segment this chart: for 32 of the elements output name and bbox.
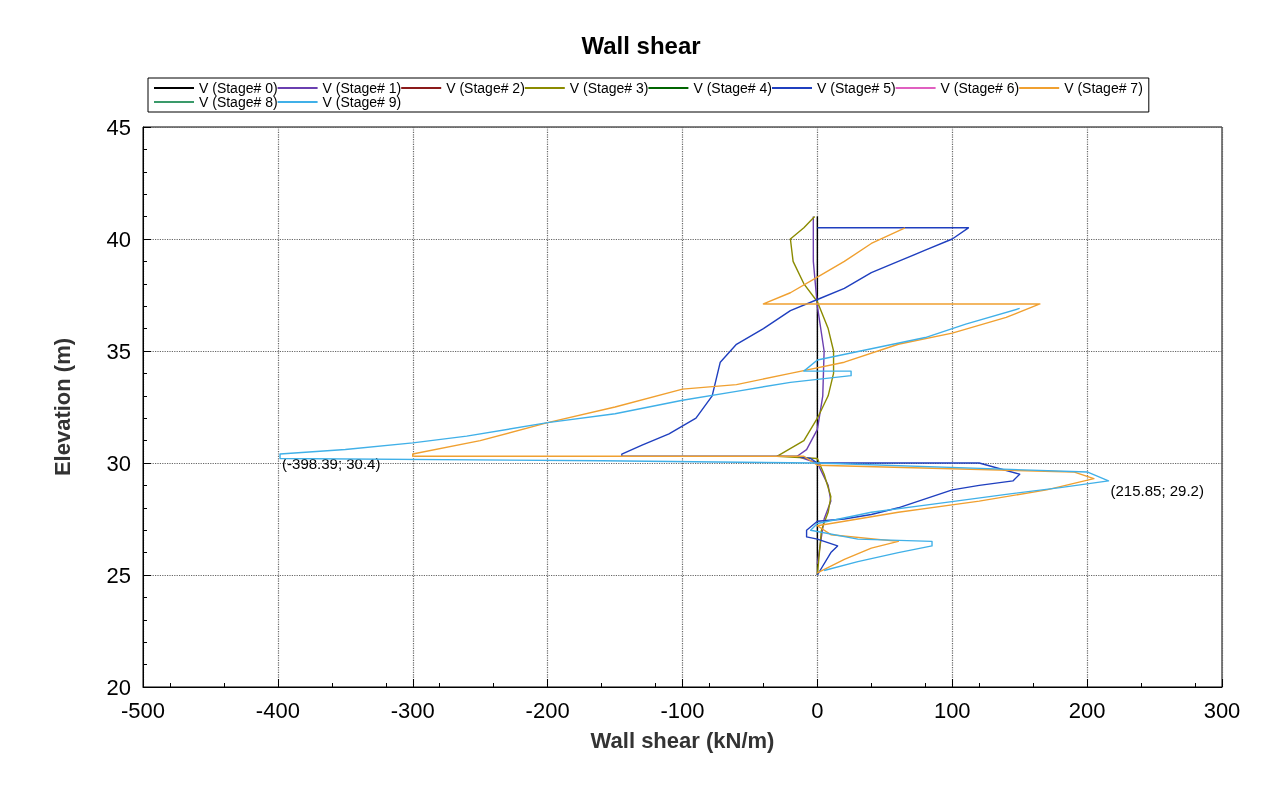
x-tick-label: -200 [525, 697, 570, 723]
y-tick-label: 35 [106, 338, 131, 364]
legend-label: V (Stage# 8) [199, 94, 278, 110]
y-tick-label: 25 [106, 562, 131, 588]
x-tick-label: 100 [933, 697, 971, 723]
x-tick-label: -300 [390, 697, 435, 723]
y-tick-label: 30 [106, 450, 131, 476]
x-tick-label: 200 [1068, 697, 1106, 723]
legend-label: V (Stage# 6) [940, 80, 1020, 96]
line-series [279, 307, 1110, 572]
legend-label: V (Stage# 5) [817, 80, 896, 96]
y-axis-title: Elevation (m) [49, 337, 75, 477]
x-tick-label: -400 [255, 697, 300, 723]
x-tick-label: 300 [1203, 697, 1241, 723]
line-series [412, 227, 1095, 574]
y-tick-label: 45 [106, 114, 131, 140]
chart-title: Wall shear [581, 31, 701, 59]
legend-label: V (Stage# 2) [446, 80, 525, 96]
annotation: (-398.39; 30.4) [282, 455, 381, 473]
legend-label: V (Stage# 7) [1064, 80, 1143, 96]
legend-label: V (Stage# 4) [693, 80, 773, 96]
x-tick-label: 0 [811, 697, 824, 723]
x-tick-label: -100 [660, 697, 705, 723]
legend-label: V (Stage# 9) [322, 94, 402, 110]
legend-label: V (Stage# 0) [199, 80, 278, 96]
x-tick-label: -500 [120, 697, 166, 723]
y-tick-label: 20 [106, 674, 131, 700]
x-axis-title: Wall shear (kN/m) [590, 727, 775, 753]
legend-label: V (Stage# 1) [322, 80, 402, 96]
legend-label: V (Stage# 3) [569, 80, 649, 96]
y-tick-label: 40 [106, 226, 131, 252]
annotation: (215.85; 29.2) [1110, 481, 1204, 499]
